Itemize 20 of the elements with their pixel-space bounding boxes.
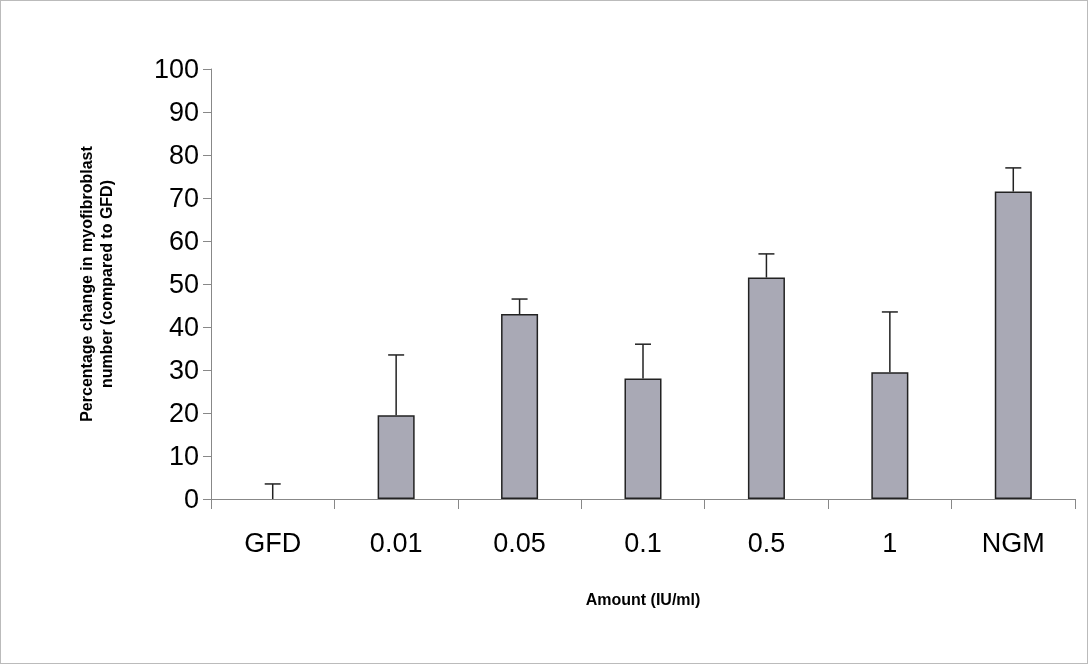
x-tick-label: 0.5 xyxy=(747,527,786,558)
y-axis-title: Percentage change in myofibroblast number (compared to GFD) xyxy=(77,145,115,422)
x-tick-label: NGM xyxy=(981,527,1045,558)
y-tick-label: 70 xyxy=(168,183,199,213)
y-tick-label: 100 xyxy=(153,54,199,84)
x-tick-label: 0.01 xyxy=(369,527,423,558)
y-tick-label: 30 xyxy=(168,355,199,385)
x-tick-label: 0.1 xyxy=(624,527,662,558)
y-tick-label: 80 xyxy=(168,140,199,170)
y-tick-label: 40 xyxy=(168,312,199,342)
y-tick-label: 10 xyxy=(168,441,199,471)
y-tick-label: 60 xyxy=(168,226,199,256)
y-tick-label: 90 xyxy=(168,97,199,127)
x-tick-label: 0.05 xyxy=(493,527,546,558)
y-tick-label: 0 xyxy=(183,484,199,514)
y-tick-label: 20 xyxy=(168,398,199,428)
x-axis-title: Amount (IU/ml) xyxy=(585,590,701,608)
x-tick-label: 1 xyxy=(882,527,898,558)
x-tick-label: GFD xyxy=(244,527,302,558)
y-tick-label: 50 xyxy=(168,269,199,299)
